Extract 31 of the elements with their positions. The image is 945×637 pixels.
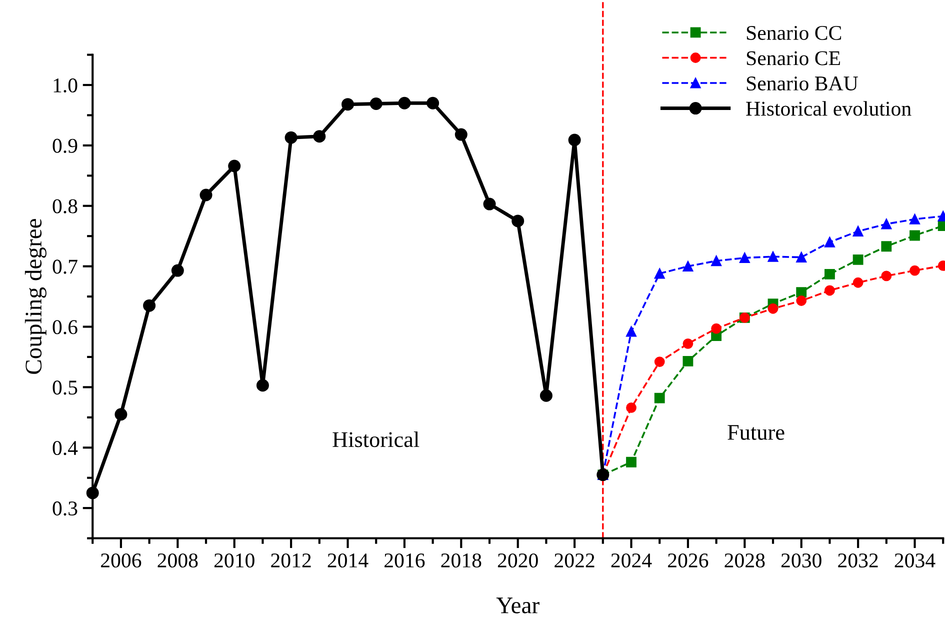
- x-tick-label: 2030: [781, 553, 822, 568]
- x-tick-label: 2014: [328, 553, 368, 568]
- x-tick-label: 2024: [611, 553, 652, 568]
- y-tick-label: 0.9: [52, 138, 78, 153]
- x-tick-label: 2032: [838, 553, 878, 568]
- y-axis-title: Coupling degree: [24, 218, 46, 374]
- y-tick-label: 0.3: [52, 501, 78, 516]
- x-tick-label: 2018: [441, 553, 482, 568]
- annotation: Future: [728, 425, 784, 440]
- x-tick-label: 2010: [214, 553, 254, 568]
- y-tick-label: 0.7: [52, 260, 78, 274]
- x-tick-label: 2008: [158, 553, 198, 568]
- x-tick-label: 2012: [271, 553, 311, 568]
- y-tick-label: 1.0: [54, 78, 78, 93]
- legend-label: Historical evolution: [746, 101, 912, 116]
- annotation: Historical: [332, 431, 420, 448]
- x-tick-label: 2034: [894, 553, 936, 568]
- x-tick-label: 2016: [384, 553, 425, 568]
- x-tick-label: 2022: [554, 553, 594, 568]
- y-tick-label: 0.4: [52, 440, 78, 456]
- x-axis-title: Year: [496, 598, 540, 614]
- legend-label: Senario BAU: [746, 76, 858, 91]
- x-tick-label: 2020: [498, 553, 538, 568]
- x-tick-label: 2028: [724, 553, 765, 568]
- x-tick-label: 2006: [101, 553, 142, 568]
- legend-label: Senario CC: [746, 26, 842, 40]
- y-tick-label: 0.6: [52, 320, 78, 334]
- y-tick-label: 0.5: [52, 380, 78, 395]
- y-tick-label: 0.8: [52, 199, 78, 214]
- x-tick-label: 2026: [668, 553, 708, 568]
- legend-label: Senario CE: [746, 51, 840, 66]
